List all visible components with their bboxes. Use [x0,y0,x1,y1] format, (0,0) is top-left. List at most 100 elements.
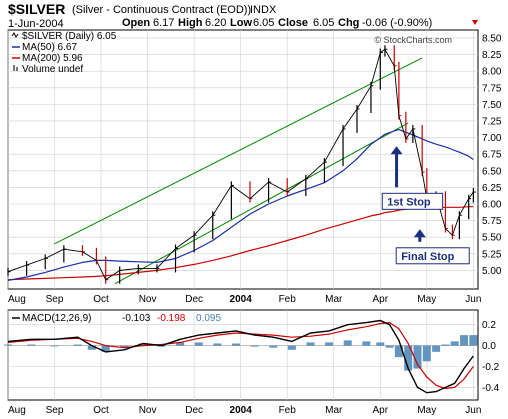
histogram-bar [250,345,259,347]
legend-price: $SILVER (Daily) 6.05 [22,31,117,42]
histogram-bar [422,345,431,362]
price-grid [7,30,478,289]
histogram-bar [232,343,241,346]
exchange-label: INDX [250,4,277,16]
histogram-bar [343,340,352,346]
histogram-bar [325,342,334,346]
price-x-tick: Oct [93,294,109,305]
low-label: Low [230,17,252,29]
macd-x-tick: Oct [93,405,109,416]
macd-legend: MACD(12,26,9) -0.103 -0.198 0.095 [12,313,221,324]
histogram-bar [441,344,450,346]
macd-signal-series [7,322,474,390]
close-value: 6.05 [313,17,334,29]
macd-x-tick: May [417,405,436,416]
annotation-box [395,247,470,265]
histogram-bar [450,341,459,346]
open-label: Open [122,17,150,29]
price-x-tick: Jun [465,294,481,305]
legend-ma200: MA(200) 5.96 [22,53,83,64]
price-x-tick: Mar [325,294,343,305]
price-y-tick: 5.75 [482,216,502,227]
symbol-description: (Silver - Continuous Contract (EOD)) [72,4,251,16]
price-x-tick: Nov [139,294,157,305]
price-x-tick: 2004 [230,294,253,305]
macd-y-tick: 0.0 [482,341,496,352]
trendline [54,57,423,245]
histogram-bar [376,342,385,346]
signal-line [7,322,474,390]
histogram-bar [469,335,478,346]
price-x-tick: Sep [46,294,64,305]
legend-ma50: MA(50) 6.67 [22,42,77,53]
price-x-tick: May [417,294,436,305]
price-y-tick: 5.50 [482,233,502,244]
first-stop-label: 1st Stop [387,196,431,208]
price-y-tick: 7.25 [482,116,502,127]
ma50-line [7,129,474,281]
histogram-bar [194,342,203,346]
change-down-arrow-icon [472,20,478,25]
annotations: 1st Stop Final Stop [381,146,470,265]
price-y-tick: 8.00 [482,67,502,78]
annotation-box [381,192,444,210]
low-value: 6.05 [253,17,274,29]
macd-x-tick: Aug [8,405,26,416]
histogram-bar [385,345,394,348]
ma50-series [7,129,474,281]
histogram-bar [213,343,222,346]
price-y-axis: 5.00 5.25 5.50 5.75 6.00 6.25 6.50 6.75 7.00 7.25… [482,33,502,276]
macd-y-axis: 0.2 0.0 -0.2 -0.4 [482,320,500,394]
macd-line [7,319,474,394]
annotation-arrow-icon [413,229,426,238]
histogram-bar [362,341,371,346]
histogram-bar [27,344,36,346]
price-x-tick: Apr [372,294,388,305]
signal-value: -0.198 [157,313,186,324]
macd-x-tick: Jun [465,405,481,416]
histogram-bar [394,345,403,358]
watermark: © StockCharts.com [374,35,452,45]
macd-x-tick: Apr [372,405,388,416]
quote-date: 1-Jun-2004 [8,18,64,30]
legend-volume: Volume undef [22,64,83,75]
macd-y-tick: 0.2 [482,320,496,331]
price-y-tick: 7.50 [482,100,502,111]
price-y-tick: 8.25 [482,50,502,61]
histogram-bar [138,343,147,346]
histogram-bar [176,342,185,346]
macd-x-tick: Mar [325,405,343,416]
macd-x-tick: Dec [185,405,203,416]
high-label: High [178,17,203,29]
histogram-bar [432,345,441,352]
histogram-bar [87,345,96,350]
histogram-bar [73,344,82,346]
histogram-bar [50,345,59,347]
macd-label: MACD(12,26,9) [22,313,91,324]
price-x-tick: Aug [8,294,26,305]
price-y-tick: 5.00 [482,266,502,277]
histogram-bar [4,344,12,346]
trendline [114,122,409,285]
price-x-axis: Aug Sep Oct Nov Dec 2004 Feb Mar Apr May Jun [8,294,481,305]
price-y-tick: 6.00 [482,199,502,210]
legend-volume-swatch [13,65,15,71]
price-legend: $SILVER (Daily) 6.05 MA(50) 6.67 MA(200)… [11,31,117,75]
histogram-bar [120,345,129,348]
symbol-title: $SILVER [8,1,65,17]
price-y-tick: 7.00 [482,133,502,144]
histogram-bar [101,345,110,352]
macd-x-axis: Aug Sep Oct Nov Dec 2004 Feb Mar Apr May Jun [8,405,481,416]
price-y-tick: 6.75 [482,150,502,161]
final-stop-label: Final Stop [401,251,454,263]
chg-value: -0.06 (-0.90%) [362,17,432,29]
histogram-bar [287,345,296,350]
histogram-bar [460,335,469,346]
open-value: 6.17 [153,17,174,29]
histogram-bar [404,345,413,371]
histogram-bar [306,342,315,346]
macd-y-tick: -0.2 [482,362,500,373]
close-label: Close [278,17,308,29]
price-x-tick: Dec [185,294,203,305]
